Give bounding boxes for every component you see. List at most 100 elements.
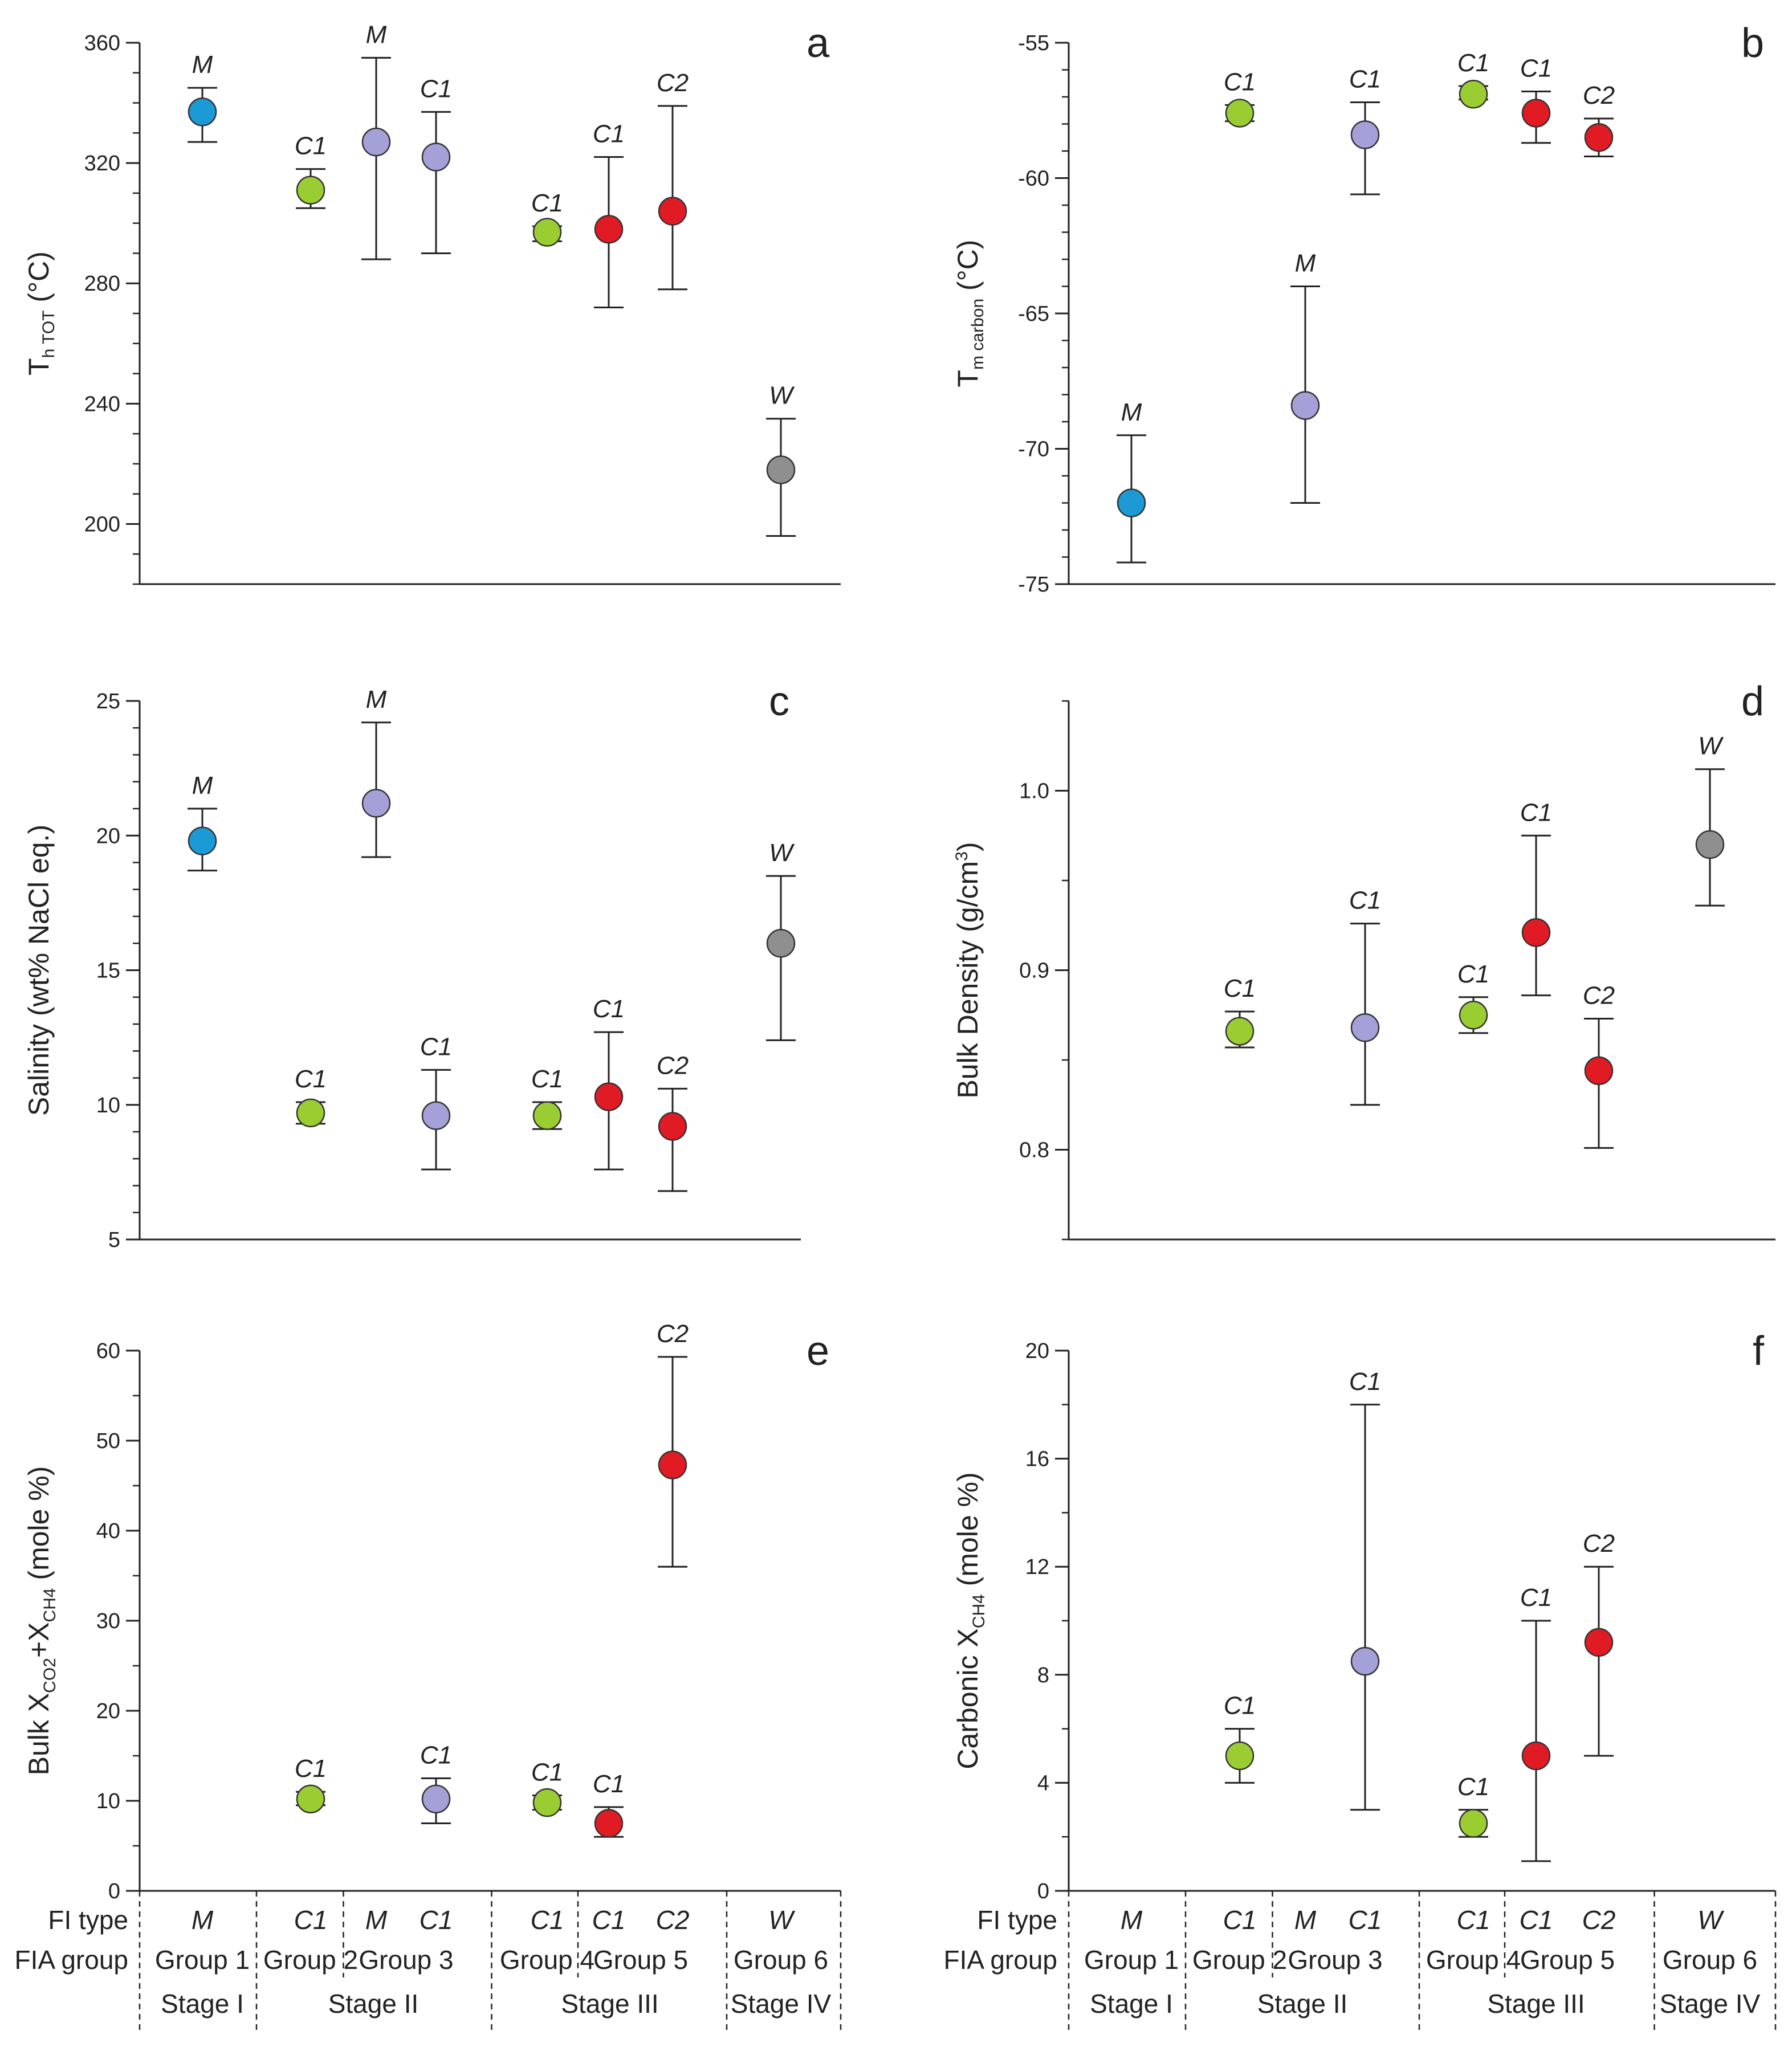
fi-type-label: C1 (593, 995, 625, 1023)
fi-type-cell: C1 (1349, 1905, 1382, 1935)
fi-type-label: C2 (1583, 81, 1615, 109)
y-tick-label: 320 (84, 152, 120, 176)
fi-type-label: C1 (1457, 960, 1489, 988)
y-axis-title: Carbonic XCH4 (mole %) (952, 1472, 988, 1769)
stage-cell: Stage I (1090, 1989, 1173, 2019)
panel-letter: b (1741, 21, 1764, 66)
fi-type-cell: M (365, 1905, 388, 1935)
y-axis-title-part: Bulk X (23, 1693, 55, 1776)
data-point (361, 127, 391, 157)
data-point-group: C1 (420, 1033, 452, 1171)
fi-type-label: C1 (531, 1065, 563, 1093)
y-axis-title: Bulk XCO2+XCH4 (mole %) (23, 1466, 59, 1776)
y-tick-label: 0.9 (1019, 959, 1049, 983)
fi-type-label: C2 (1583, 1530, 1615, 1557)
y-axis-title-part: m carbon (968, 299, 987, 370)
data-point (421, 1784, 451, 1814)
y-tick-label: 12 (1025, 1555, 1049, 1579)
data-point (1225, 1017, 1255, 1046)
y-tick-label: -65 (1018, 302, 1049, 326)
data-point-group: C1 (1349, 1368, 1381, 1811)
fi-type-cell: C1 (1457, 1905, 1490, 1935)
data-point-group: W (766, 839, 796, 1041)
data-point-group: M (188, 51, 217, 143)
data-point-group: C1 (1349, 887, 1381, 1106)
data-point (1225, 1741, 1255, 1771)
fi-type-label: C1 (295, 132, 327, 160)
data-point (1695, 830, 1725, 859)
data-point (1459, 1809, 1488, 1838)
fi-type-label: C1 (295, 1065, 327, 1093)
data-point (658, 1112, 687, 1141)
data-point (361, 789, 391, 818)
stage-cell: Stage III (561, 1989, 658, 2019)
data-point (421, 1101, 451, 1130)
data-point (1521, 918, 1551, 947)
y-axis-title-part: 3 (952, 851, 971, 861)
stage-cell: Stage IV (1660, 1989, 1761, 2019)
data-point (421, 142, 451, 172)
y-tick-label: 15 (96, 959, 120, 983)
y-axis-title-part: Carbonic X (952, 1628, 984, 1769)
fia-group-cell: Group 2 (1192, 1945, 1287, 1975)
fi-type-cell: C2 (656, 1905, 690, 1935)
data-point (594, 1082, 624, 1111)
data-point (766, 929, 796, 958)
fi-type-row-label: FI type (977, 1905, 1057, 1935)
fi-type-label: C1 (420, 1742, 452, 1769)
chart-panel-c: 5 10 15 20 25 c Salinity (wt% NaCl eq.) M C1 M C1 C… (23, 679, 801, 1252)
fi-type-label: M (366, 21, 387, 48)
fi-type-label: C2 (657, 69, 689, 97)
panel-letter: d (1741, 679, 1764, 724)
fi-type-label: C1 (1349, 1368, 1381, 1396)
y-axis-title: Th TOT (°C) (23, 251, 58, 376)
data-point-group: C1 (1224, 974, 1256, 1049)
data-point-group: C2 (657, 69, 689, 291)
panel-letter: c (769, 679, 789, 724)
fia-group-cell: Group 4 (1426, 1945, 1521, 1975)
fi-type-label: C2 (1583, 982, 1615, 1010)
fia-group-row-label: FIA group (944, 1945, 1057, 1975)
fi-type-label: M (192, 51, 213, 79)
fia-group-cell: Group 1 (1084, 1945, 1179, 1975)
fia-group-cell: Group 5 (1520, 1945, 1615, 1975)
data-point (594, 214, 624, 244)
category-table-right: FI type FIA group M C1 M C1 C1 C1 C2 W Group 1 Grou… (944, 1891, 1777, 2032)
fi-type-label: C1 (593, 120, 625, 148)
fi-type-label: C1 (531, 189, 563, 217)
data-point-group: M (1117, 398, 1146, 564)
chart-panel-f: 0 4 8 12 16 20 f Carbonic XCH4 (mole %) C1 C1 C1 C1… (952, 1328, 1775, 1903)
chart-panel-a: 200 240 280 320 360 a Th TOT (°C) M C1 M C1 C1 C1 C2 W (23, 21, 841, 585)
fi-type-row-label: FI type (48, 1905, 128, 1935)
fi-type-label: C1 (420, 1033, 452, 1061)
panel-letter: f (1753, 1328, 1765, 1374)
data-point (1584, 1056, 1614, 1086)
category-table-left: FI type FIA group M C1 M C1 C1 C1 C2 W Group 1 Grou… (15, 1891, 842, 2032)
data-point (296, 1098, 325, 1128)
data-point (1290, 391, 1320, 420)
panel-letter: e (807, 1328, 829, 1374)
y-tick-label: 40 (96, 1519, 120, 1543)
y-tick-label: -70 (1018, 438, 1049, 462)
data-point (1459, 1001, 1488, 1030)
y-axis-title-part: ) (952, 842, 984, 851)
data-point (1521, 99, 1551, 128)
chart-panel-d: 0.8 0.9 1.0 d Bulk Density (g/cm3) C1 C1 C1 C1 C2… (952, 679, 1775, 1241)
data-point (188, 97, 217, 127)
data-point-group: C1 (1457, 960, 1489, 1034)
y-tick-label: -60 (1018, 167, 1049, 191)
y-tick-label: 1.0 (1019, 780, 1049, 804)
data-point (766, 455, 796, 484)
data-point (532, 1101, 562, 1130)
data-point (532, 1788, 562, 1817)
fi-type-cell: C1 (531, 1905, 564, 1935)
y-tick-label: 20 (1025, 1339, 1049, 1363)
data-point-group: C1 (1520, 55, 1552, 144)
fia-group-cell: Group 3 (1288, 1945, 1382, 1975)
panel-letter: a (807, 21, 830, 66)
fi-type-label: C1 (1224, 974, 1256, 1002)
fi-type-label: M (192, 772, 213, 800)
y-tick-label: 280 (84, 272, 120, 296)
data-point-group: C1 (1520, 798, 1552, 997)
fi-type-cell: C1 (1223, 1905, 1257, 1935)
